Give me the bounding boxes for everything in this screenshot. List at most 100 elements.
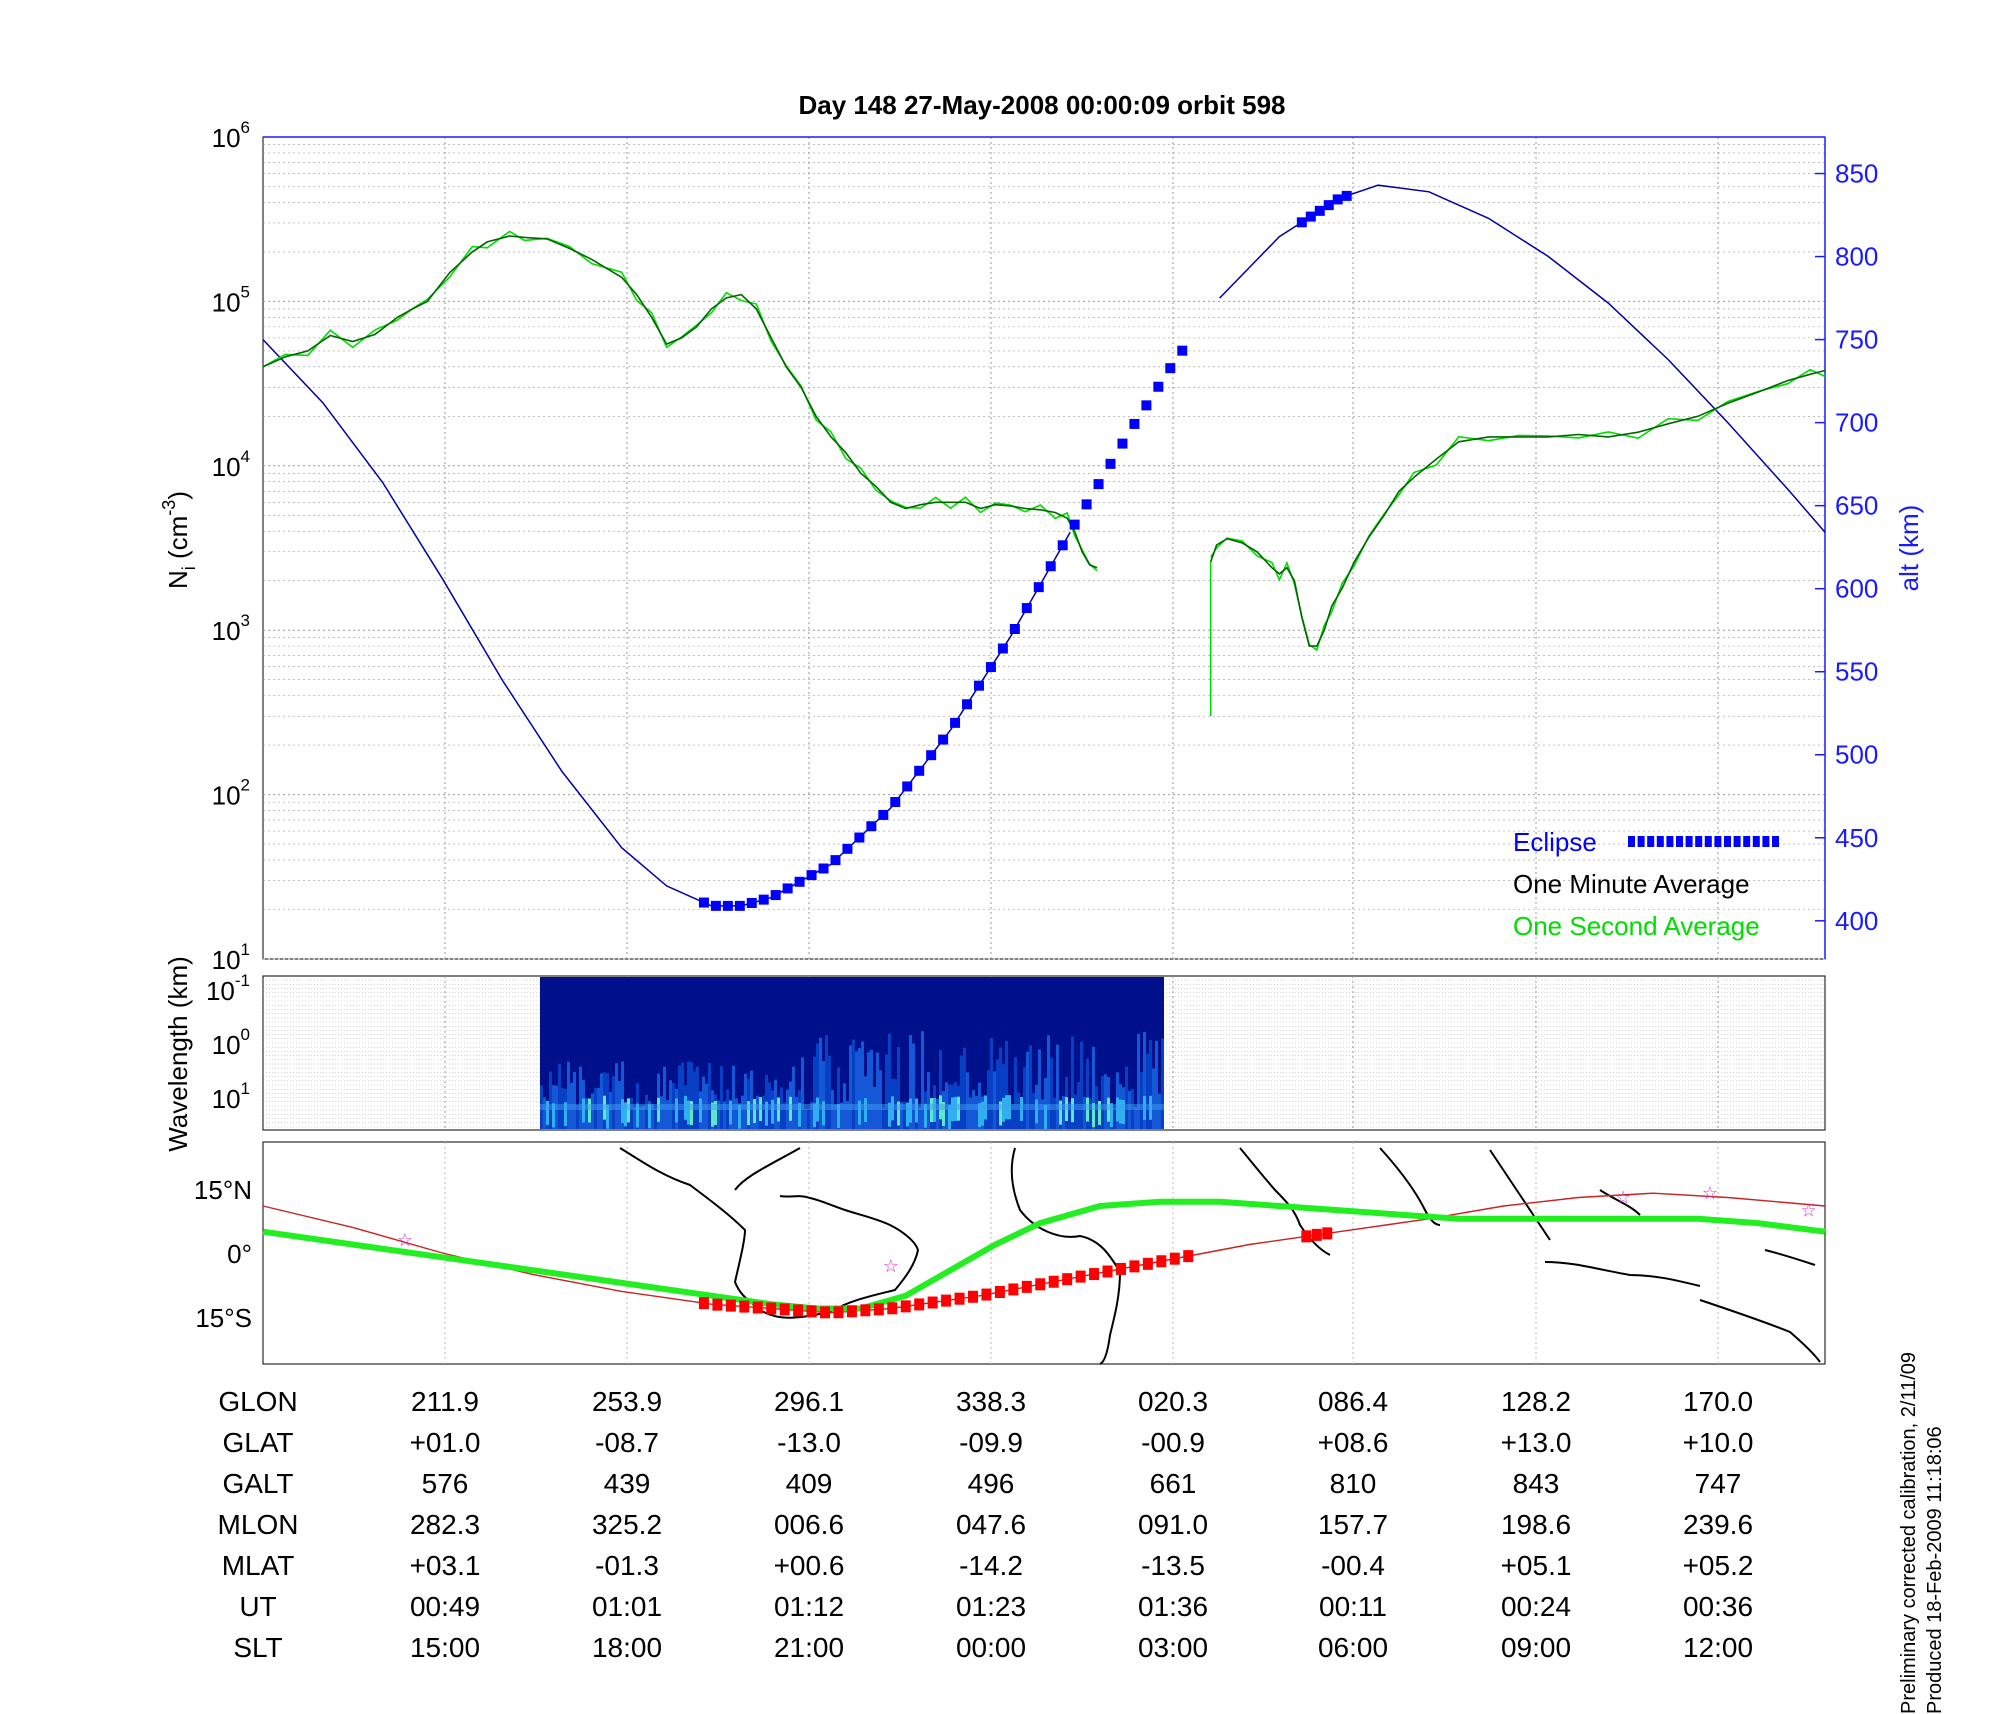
- eclipse-marker: [1296, 217, 1307, 228]
- altitude-y-axis-label: alt (km): [1894, 505, 1924, 592]
- spectrogram-band: [720, 1066, 723, 1129]
- spectrogram-band-bright: [753, 1099, 756, 1124]
- legend-swatch-eclipse: [1647, 836, 1655, 847]
- spectrogram-band: [654, 1108, 657, 1129]
- tick-base: 10: [212, 945, 241, 975]
- ephemeris-cell-mlat: +05.1: [1500, 1550, 1572, 1581]
- spectrogram-band: [741, 1095, 744, 1129]
- ephemeris-cell-galt: 810: [1329, 1468, 1377, 1499]
- star-marker: ☆: [1702, 1183, 1718, 1204]
- eclipse-marker: [854, 832, 865, 843]
- legend-swatch-eclipse: [1772, 836, 1779, 847]
- eclipse-map-marker: [846, 1305, 857, 1318]
- spectrogram-y-tick-label: 10-1: [206, 971, 250, 1006]
- ephemeris-cell-slt: 06:00: [1317, 1632, 1389, 1663]
- eclipse-map-marker: [941, 1294, 952, 1307]
- tick-base: 10: [212, 616, 241, 646]
- one-minute-average-line: [1209, 369, 1826, 647]
- legend-swatch-eclipse: [1637, 836, 1645, 847]
- ephemeris-cell-galt: 439: [603, 1468, 651, 1499]
- spectrogram-band: [576, 1105, 579, 1129]
- spectrogram-band: [1023, 1067, 1026, 1129]
- eclipse-map-marker: [873, 1303, 884, 1316]
- altitude-tick-label: 450: [1835, 823, 1878, 853]
- tick-exponent: 6: [241, 118, 250, 137]
- legend-swatch-eclipse: [1743, 836, 1751, 847]
- spectrogram-band: [585, 1098, 588, 1129]
- eclipse-map-marker: [806, 1305, 817, 1318]
- altitude-y-axis: 400 450 500 550 600 650 700 750 800 850: [263, 136, 1878, 959]
- spectrogram-band-bright: [930, 1098, 933, 1123]
- spectrogram-band: [600, 1073, 603, 1129]
- eclipse-map-marker: [954, 1292, 965, 1305]
- spectrogram-band: [1137, 1034, 1140, 1129]
- eclipse-marker: [1069, 519, 1080, 530]
- eclipse-map-marker: [900, 1300, 911, 1313]
- spectrogram-band-bright: [981, 1101, 984, 1126]
- spectrogram-band: [837, 1067, 840, 1129]
- spectrogram-band: [813, 1056, 816, 1129]
- spectrogram-band: [807, 1108, 810, 1129]
- spectrogram-band: [1158, 1093, 1161, 1129]
- spectrogram-band: [558, 1063, 561, 1129]
- legend-swatch-eclipse: [1628, 836, 1635, 847]
- tick-base: 10: [212, 287, 241, 317]
- spectrogram-band: [543, 1097, 546, 1129]
- eclipse-map-marker: [752, 1301, 763, 1314]
- ephemeris-cell-galt: 409: [785, 1468, 833, 1499]
- spectrogram-band: [1050, 1057, 1053, 1129]
- spectrogram-band: [822, 1060, 825, 1129]
- spectrogram-y-tick-label: 101: [212, 1079, 250, 1114]
- calibration-note: Preliminary corrected calibration, 2/11/…: [1898, 1351, 1920, 1714]
- ephemeris-cell-slt: 00:00: [955, 1632, 1027, 1663]
- eclipse-map-marker: [820, 1306, 831, 1319]
- tick-exponent: 3: [241, 611, 250, 630]
- ephemeris-cell-mlat: -01.3: [595, 1550, 659, 1581]
- eclipse-marker: [1045, 561, 1056, 572]
- tick-base: 10: [212, 1084, 241, 1114]
- ephemeris-cell-glat: +08.6: [1317, 1427, 1389, 1458]
- eclipse-marker: [1314, 205, 1325, 216]
- altitude-tick-label: 650: [1835, 491, 1878, 521]
- ephemeris-cell-glon: 253.9: [591, 1386, 663, 1417]
- spectrogram-band-bright: [606, 1104, 609, 1129]
- spectrogram-band: [810, 1102, 813, 1129]
- spectrogram-band: [1101, 1076, 1104, 1129]
- spectrogram-band: [723, 1101, 726, 1129]
- row-label-ut: UT: [239, 1591, 277, 1622]
- spectrogram-band-bright: [1110, 1103, 1113, 1128]
- eclipse-marker: [782, 883, 793, 894]
- spectrogram-band-bright: [552, 1103, 555, 1128]
- density-y-tick-label: 102: [212, 776, 250, 811]
- spectrogram-band-bright: [999, 1101, 1002, 1126]
- spectrogram-band: [615, 1063, 618, 1129]
- eclipse-map-marker: [1062, 1273, 1073, 1286]
- eclipse-marker: [698, 897, 709, 908]
- eclipse-map-marker: [1322, 1227, 1333, 1240]
- eclipse-marker: [985, 662, 996, 673]
- ephemeris-cell-glat: -08.7: [595, 1427, 659, 1458]
- one-minute-average-line: [262, 235, 1098, 569]
- spectrogram-band-bright: [948, 1104, 951, 1129]
- tick-base: 10: [212, 452, 241, 482]
- eclipse-map-marker: [927, 1296, 938, 1309]
- spectrogram-image: [540, 977, 1164, 1129]
- spectrogram-band: [1071, 1036, 1074, 1129]
- tick-exponent: 5: [241, 282, 250, 301]
- eclipse-map-marker: [1115, 1262, 1126, 1275]
- legend-swatch-eclipse: [1724, 836, 1731, 847]
- spectrogram-band-bright: [1119, 1099, 1122, 1124]
- ephemeris-cell-glon: 211.9: [411, 1386, 479, 1417]
- eclipse-map-marker: [698, 1297, 709, 1310]
- tick-base: 10: [212, 781, 241, 811]
- eclipse-map-marker: [860, 1304, 871, 1317]
- altitude-tick-label: 550: [1835, 657, 1878, 687]
- spectrogram-band: [1086, 1058, 1089, 1129]
- legend-swatch-eclipse: [1704, 836, 1712, 847]
- density-y-tick-label: 106: [212, 118, 250, 153]
- spectrogram-band: [663, 1066, 666, 1129]
- ephemeris-cell-glon: 086.4: [1317, 1386, 1389, 1417]
- ephemeris-cell-slt: 12:00: [1682, 1632, 1754, 1663]
- spectrogram-band-bright: [906, 1102, 909, 1127]
